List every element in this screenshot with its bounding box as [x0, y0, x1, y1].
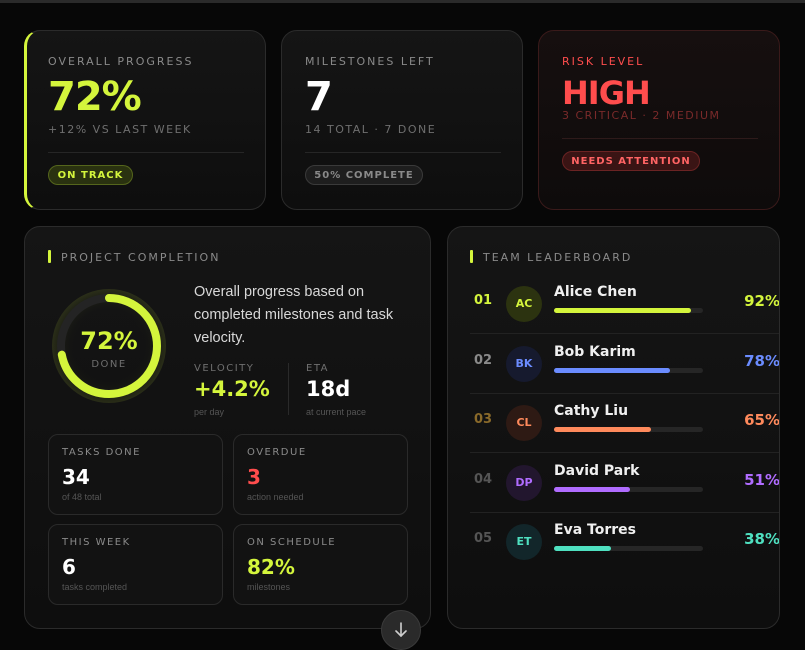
card-label: MILESTONES LEFT [305, 55, 435, 68]
ring-value: 72% [80, 327, 138, 355]
avatar: BK [506, 345, 542, 382]
ring-label: DONE [91, 359, 127, 370]
rank-number: 05 [474, 531, 493, 546]
progress-track [554, 486, 703, 492]
progress-fill [554, 486, 630, 492]
member-name: Cathy Liu [554, 403, 629, 419]
metric-divider [288, 363, 289, 415]
risk-value: HIGH [562, 74, 651, 112]
on-track-badge: ON TRACK [48, 165, 133, 185]
row-divider [470, 333, 779, 334]
divider [305, 152, 501, 153]
avatar: CL [506, 405, 542, 441]
tile-title: ON SCHEDULE [247, 537, 337, 548]
progress-fill [554, 546, 611, 551]
avatar: ET [506, 524, 542, 560]
stat-tile-this-week: THIS WEEK 6 tasks completed [48, 524, 223, 605]
milestones-value: 7 [305, 74, 333, 120]
velocity-label: VELOCITY [194, 363, 255, 374]
needs-attention-badge: NEEDS ATTENTION [562, 151, 700, 171]
stat-tile-overdue: OVERDUE 3 action needed [233, 434, 408, 515]
ring-chart [52, 289, 166, 403]
tile-sub: milestones [247, 582, 291, 592]
tile-sub: action needed [247, 492, 304, 502]
section-accent-bar [48, 250, 51, 263]
leaderboard-row: 01 AC Alice Chen 92% [470, 274, 780, 333]
ring-progress-arc [57, 294, 161, 398]
stat-tile-tasks-done: TASKS DONE 34 of 48 total [48, 434, 223, 515]
eta-value: 18d [306, 377, 351, 401]
leaderboard-row: 03 CL Cathy Liu 65% [470, 393, 780, 452]
project-completion-panel: PROJECT COMPLETION 72% DONE Overall prog… [24, 226, 431, 629]
team-leaderboard-panel: TEAM LEADERBOARD 01 AC Alice Chen 92% 02 BK Bo… [447, 226, 780, 629]
rank-number: 04 [474, 471, 493, 487]
section-accent-bar [470, 250, 473, 263]
tile-sub: tasks completed [62, 582, 128, 592]
eta-sub: at current pace [306, 407, 367, 417]
member-percent: 78% [744, 351, 780, 370]
row-divider [470, 452, 779, 453]
card-label: OVERALL PROGRESS [48, 55, 194, 68]
velocity-sub: per day [194, 407, 225, 417]
completion-description: Overall progress based on completed mile… [194, 284, 394, 346]
tile-value: 34 [62, 465, 90, 489]
tile-title: OVERDUE [247, 447, 307, 458]
tile-value: 82% [247, 555, 295, 579]
rank-number: 02 [474, 352, 493, 368]
divider [48, 152, 244, 153]
stat-tile-on-schedule: ON SCHEDULE 82% milestones [233, 524, 408, 605]
member-name: Alice Chen [554, 284, 637, 300]
progress-fill [554, 427, 651, 432]
rank-number: 01 [474, 293, 493, 308]
arrow-down-icon [395, 622, 407, 637]
row-divider [470, 392, 779, 394]
complete-badge: 50% COMPLETE [305, 165, 423, 185]
leaderboard-row: 05 ET Eva Torres 38% [470, 512, 780, 571]
velocity-value: +4.2% [194, 377, 270, 401]
progress-track [554, 367, 703, 373]
member-name: Bob Karim [554, 343, 636, 360]
milestones-card: MILESTONES LEFT 7 14 TOTAL · 7 DONE 50% … [281, 30, 523, 210]
progress-track [554, 546, 703, 551]
member-percent: 65% [744, 411, 780, 429]
progress-fill [554, 308, 692, 313]
avatar: AC [506, 286, 542, 322]
overall-progress-card: OVERALL PROGRESS 72% +12% VS LAST WEEK O… [24, 30, 266, 210]
section-title: TEAM LEADERBOARD [483, 251, 633, 264]
tile-title: TASKS DONE [62, 447, 141, 458]
card-label: RISK LEVEL [562, 55, 645, 68]
eta-label: ETA [306, 363, 329, 374]
member-percent: 92% [744, 292, 780, 310]
progress-change: +12% VS LAST WEEK [48, 123, 192, 136]
tile-value: 3 [247, 465, 261, 489]
risk-summary: 3 CRITICAL · 2 MEDIUM [562, 109, 721, 122]
member-percent: 38% [744, 530, 780, 548]
rank-number: 03 [474, 412, 493, 427]
milestones-summary: 14 TOTAL · 7 DONE [305, 123, 437, 136]
top-border [0, 0, 805, 3]
row-divider [470, 511, 779, 513]
avatar: DP [506, 464, 542, 501]
divider [562, 138, 758, 139]
tile-sub: of 48 total [62, 492, 102, 502]
progress-track [554, 308, 703, 313]
member-percent: 51% [744, 470, 780, 489]
risk-level-card: RISK LEVEL HIGH 3 CRITICAL · 2 MEDIUM NE… [538, 30, 780, 210]
leaderboard-row: 02 BK Bob Karim 78% [470, 334, 780, 393]
member-name: David Park [554, 462, 640, 479]
completion-ring: 72% DONE [49, 285, 169, 407]
tile-value: 6 [62, 555, 76, 579]
progress-fill [554, 367, 671, 373]
progress-track [554, 427, 703, 432]
member-name: Eva Torres [554, 522, 636, 538]
leaderboard-row: 04 DP David Park 51% [470, 453, 780, 512]
section-title: PROJECT COMPLETION [61, 251, 221, 264]
progress-value: 72% [48, 74, 142, 120]
tile-title: THIS WEEK [62, 537, 131, 548]
scroll-down-button[interactable] [381, 610, 421, 650]
